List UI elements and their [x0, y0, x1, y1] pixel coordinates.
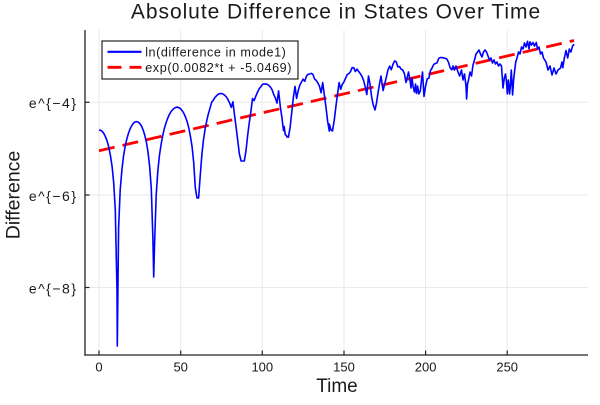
svg-text:ln(difference in mode1): ln(difference in mode1)	[145, 45, 286, 59]
svg-text:exp(0.0082*t + -5.0469): exp(0.0082*t + -5.0469)	[145, 61, 292, 75]
svg-text:150: 150	[333, 360, 355, 375]
svg-text:100: 100	[251, 360, 273, 375]
svg-text:e^{−8}: e^{−8}	[29, 280, 78, 296]
svg-text:e^{−4}: e^{−4}	[29, 95, 78, 111]
svg-text:Absolute Difference in States: Absolute Difference in States Over Time	[131, 0, 541, 23]
svg-text:250: 250	[496, 360, 518, 375]
svg-text:200: 200	[415, 360, 437, 375]
svg-text:e^{−6}: e^{−6}	[29, 188, 78, 204]
svg-text:0: 0	[95, 360, 102, 375]
svg-text:Time: Time	[316, 376, 358, 397]
svg-text:50: 50	[173, 360, 187, 375]
svg-text:Difference: Difference	[3, 151, 25, 240]
